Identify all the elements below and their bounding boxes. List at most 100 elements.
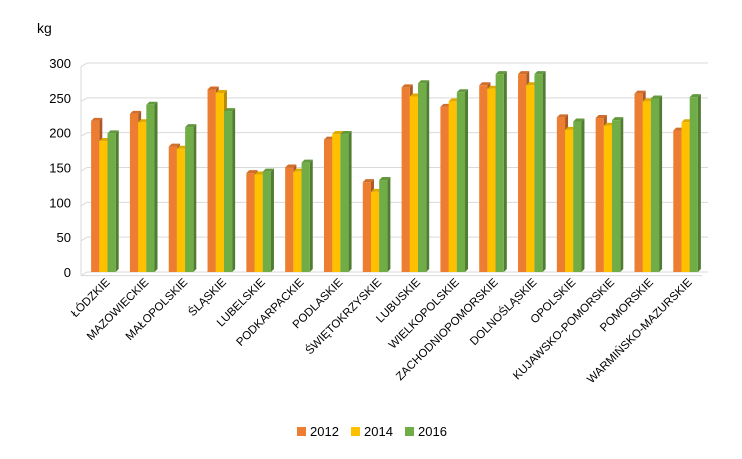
- bar-top: [595, 115, 607, 119]
- bar-side: [542, 71, 546, 272]
- y-tick-label: 200: [49, 126, 71, 141]
- bar-front: [642, 101, 651, 272]
- bar-front: [650, 98, 660, 272]
- bar: [418, 80, 430, 272]
- bar-side: [426, 80, 430, 272]
- bar-top: [379, 177, 391, 181]
- bar-front: [185, 127, 194, 273]
- bar-side: [503, 71, 507, 272]
- bar-side: [697, 94, 701, 273]
- gridline-depth: [80, 236, 88, 242]
- bar-front: [612, 120, 621, 272]
- bar-top: [129, 110, 142, 114]
- y-axis-unit-label: kg: [37, 20, 52, 36]
- gridline-depth: [80, 132, 88, 137]
- bar-top: [146, 101, 158, 105]
- bar-front: [285, 167, 294, 272]
- bar-front: [262, 171, 271, 272]
- legend-label: 2014: [364, 424, 393, 439]
- bar-top: [168, 143, 180, 147]
- bar-top: [215, 89, 227, 93]
- bar-front: [456, 92, 466, 272]
- bar-front: [207, 89, 216, 273]
- bar-side: [659, 95, 663, 272]
- legend-swatch: [297, 427, 306, 436]
- bar-front: [681, 122, 690, 272]
- bar-top: [223, 108, 236, 112]
- x-category-label: ŚWIĘTOKRZYSKIE: [303, 276, 385, 358]
- bar: [612, 117, 624, 272]
- bar-front: [495, 74, 504, 272]
- bar-front: [603, 125, 613, 272]
- bar-top: [418, 80, 430, 84]
- x-category-label: PODKARPACKIE: [235, 276, 307, 348]
- gridline-depth: [80, 271, 88, 277]
- bar-top: [518, 71, 530, 75]
- bar-top: [456, 89, 469, 93]
- bar: [379, 177, 391, 272]
- bar-side: [115, 130, 119, 272]
- bar-front: [573, 121, 582, 273]
- bar: [495, 71, 507, 272]
- bar: [573, 118, 585, 273]
- bar: [650, 95, 663, 272]
- bar-front: [168, 146, 177, 272]
- bar: [146, 101, 158, 272]
- bar-top: [689, 94, 701, 98]
- bar-front: [479, 85, 488, 272]
- legend-item: 2014: [351, 424, 393, 439]
- bar-front: [138, 122, 147, 272]
- legend-swatch: [405, 427, 414, 436]
- bar-front: [448, 101, 457, 272]
- bar-front: [91, 120, 100, 272]
- bar-top: [340, 131, 352, 135]
- bar: [340, 131, 352, 272]
- legend-label: 2016: [418, 424, 447, 439]
- bar-top: [401, 84, 413, 88]
- bar-side: [348, 131, 352, 272]
- bar-front: [418, 83, 427, 272]
- bar-front: [129, 113, 139, 273]
- legend-item: 2016: [405, 424, 447, 439]
- bar-front: [565, 129, 574, 272]
- bar-top: [207, 86, 219, 90]
- bar-side: [581, 118, 585, 273]
- bars: [91, 71, 701, 273]
- gridline-depth: [80, 167, 88, 172]
- bar-front: [301, 162, 310, 272]
- gridline-depth: [80, 97, 88, 102]
- bar-top: [362, 179, 374, 183]
- y-tick-label: 150: [49, 161, 71, 176]
- bar-top: [573, 118, 585, 122]
- bar-side: [154, 101, 158, 272]
- bar-side: [270, 168, 274, 272]
- bar-front: [246, 173, 255, 272]
- bar-front: [487, 88, 496, 272]
- y-tick-label: 300: [49, 56, 71, 71]
- bar-front: [401, 87, 410, 272]
- bar-top: [479, 82, 491, 86]
- bar-front: [440, 106, 449, 272]
- bar: [534, 71, 546, 272]
- bar-front: [409, 96, 419, 272]
- bar-top: [634, 90, 646, 94]
- bar-top: [534, 71, 546, 75]
- bar-side: [620, 117, 624, 272]
- bar: [185, 124, 197, 273]
- gridline-depth: [80, 62, 88, 68]
- bar-front: [595, 118, 604, 272]
- bar-front: [340, 134, 349, 272]
- bar-side: [232, 108, 236, 272]
- bar-front: [689, 97, 698, 273]
- bar-front: [215, 92, 224, 272]
- bar-front: [176, 148, 186, 272]
- bar-front: [526, 85, 535, 272]
- bar-front: [107, 133, 116, 272]
- category-labels: ŁÓDZKIEMAZOWIECKIEMAŁOPOLSKIEŚLĄSKIELUBE…: [69, 276, 695, 386]
- bar: [456, 89, 469, 272]
- bar-side: [387, 177, 391, 272]
- bar-front: [99, 141, 108, 272]
- bar-side: [465, 89, 469, 272]
- bar-front: [534, 74, 543, 272]
